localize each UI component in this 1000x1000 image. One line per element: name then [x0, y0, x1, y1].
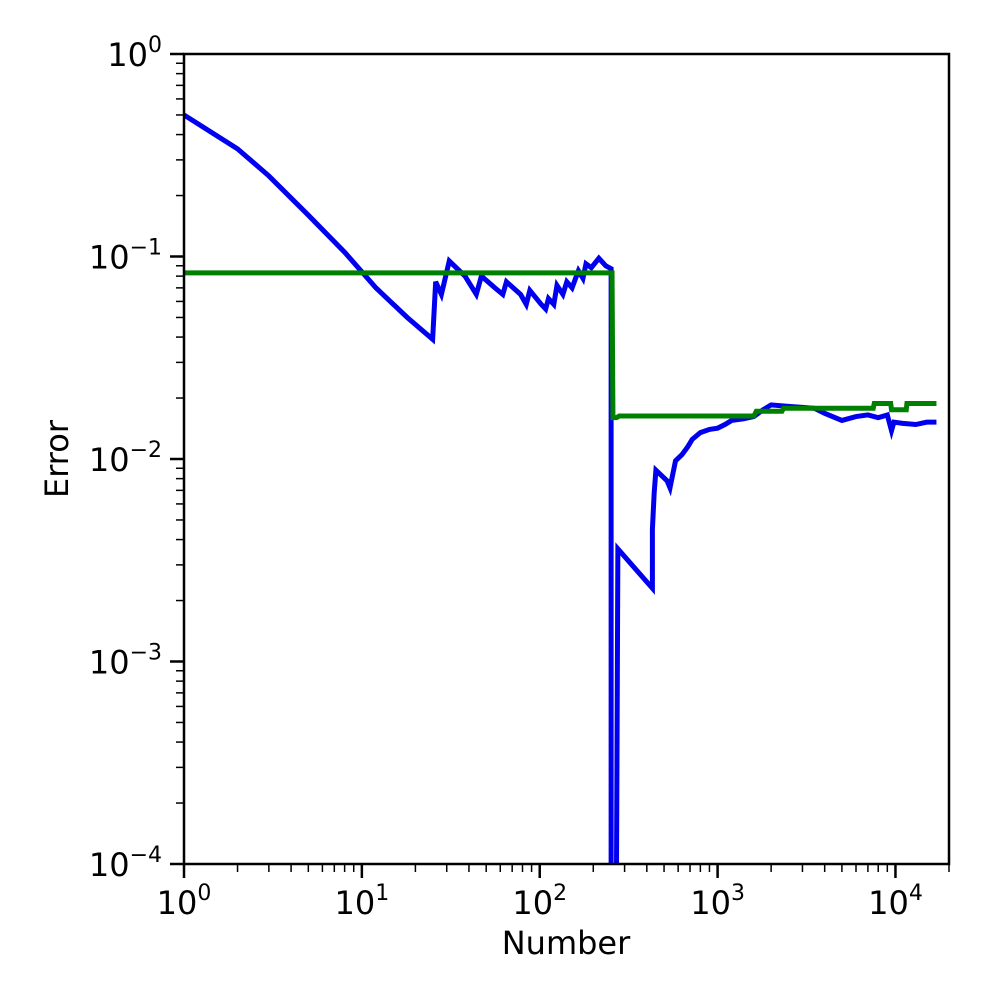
y-tick-label: 100	[107, 33, 162, 74]
series-line-2	[184, 270, 937, 421]
x-tick-label: 102	[512, 881, 567, 922]
series-layer	[184, 112, 937, 864]
ticks-layer: 100 101 102 103 104 10−4 10−3 10−2 10−1 100	[89, 33, 950, 922]
y-tick-label: 10−1	[89, 236, 162, 277]
y-tick-label: 10−2	[89, 438, 162, 479]
x-tick-label: 100	[157, 881, 212, 922]
x-tick-label: 101	[335, 881, 390, 922]
x-tick-label: 103	[690, 881, 745, 922]
plot-frame	[182, 52, 951, 866]
y-tick-label: 10−4	[89, 843, 162, 884]
y-tick-label: 10−3	[89, 641, 162, 682]
x-axis-label: Number	[502, 924, 631, 962]
series-line-1	[184, 112, 937, 864]
x-tick-label: 104	[868, 881, 923, 922]
y-axis-label: Error	[38, 419, 76, 498]
